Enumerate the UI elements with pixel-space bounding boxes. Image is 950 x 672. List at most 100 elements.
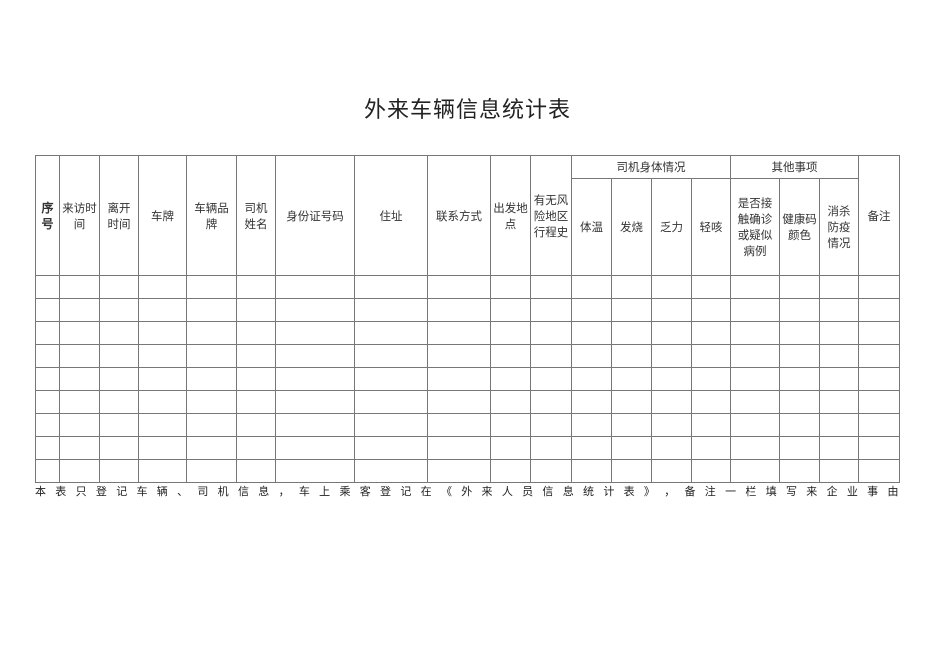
table-cell[interactable]: [819, 459, 859, 483]
table-cell[interactable]: [59, 413, 100, 437]
table-cell[interactable]: [691, 275, 731, 299]
table-cell[interactable]: [99, 367, 139, 391]
table-cell[interactable]: [819, 321, 859, 345]
table-cell[interactable]: [59, 321, 100, 345]
table-cell[interactable]: [490, 367, 531, 391]
table-cell[interactable]: [819, 436, 859, 460]
table-cell[interactable]: [236, 436, 276, 460]
table-cell[interactable]: [186, 344, 237, 368]
table-cell[interactable]: [490, 321, 531, 345]
table-cell[interactable]: [490, 436, 531, 460]
table-cell[interactable]: [138, 459, 187, 483]
table-cell[interactable]: [691, 367, 731, 391]
table-cell[interactable]: [354, 344, 428, 368]
table-cell[interactable]: [611, 413, 652, 437]
table-cell[interactable]: [858, 390, 900, 414]
table-cell[interactable]: [138, 344, 187, 368]
table-cell[interactable]: [354, 275, 428, 299]
table-cell[interactable]: [779, 390, 820, 414]
table-cell[interactable]: [35, 275, 60, 299]
table-cell[interactable]: [858, 367, 900, 391]
table-cell[interactable]: [186, 321, 237, 345]
table-cell[interactable]: [35, 459, 60, 483]
table-cell[interactable]: [35, 436, 60, 460]
table-cell[interactable]: [427, 459, 491, 483]
table-cell[interactable]: [530, 344, 572, 368]
table-cell[interactable]: [730, 436, 780, 460]
table-cell[interactable]: [99, 436, 139, 460]
table-cell[interactable]: [730, 459, 780, 483]
table-cell[interactable]: [611, 275, 652, 299]
table-cell[interactable]: [236, 298, 276, 322]
table-cell[interactable]: [138, 275, 187, 299]
table-cell[interactable]: [611, 459, 652, 483]
table-cell[interactable]: [858, 459, 900, 483]
table-cell[interactable]: [99, 298, 139, 322]
table-cell[interactable]: [651, 344, 692, 368]
table-cell[interactable]: [651, 390, 692, 414]
table-cell[interactable]: [59, 459, 100, 483]
table-cell[interactable]: [275, 436, 355, 460]
table-cell[interactable]: [275, 367, 355, 391]
table-cell[interactable]: [99, 390, 139, 414]
table-cell[interactable]: [691, 298, 731, 322]
table-cell[interactable]: [691, 459, 731, 483]
table-cell[interactable]: [99, 321, 139, 345]
table-cell[interactable]: [858, 344, 900, 368]
table-cell[interactable]: [427, 344, 491, 368]
table-cell[interactable]: [427, 321, 491, 345]
table-cell[interactable]: [779, 436, 820, 460]
table-cell[interactable]: [35, 298, 60, 322]
table-cell[interactable]: [354, 436, 428, 460]
table-cell[interactable]: [275, 298, 355, 322]
table-cell[interactable]: [779, 344, 820, 368]
table-cell[interactable]: [779, 298, 820, 322]
table-cell[interactable]: [490, 459, 531, 483]
table-cell[interactable]: [59, 298, 100, 322]
table-cell[interactable]: [186, 298, 237, 322]
table-cell[interactable]: [530, 390, 572, 414]
table-cell[interactable]: [730, 413, 780, 437]
table-cell[interactable]: [186, 367, 237, 391]
table-cell[interactable]: [236, 344, 276, 368]
table-cell[interactable]: [427, 436, 491, 460]
table-cell[interactable]: [427, 413, 491, 437]
table-cell[interactable]: [651, 367, 692, 391]
table-cell[interactable]: [730, 275, 780, 299]
table-cell[interactable]: [611, 390, 652, 414]
table-cell[interactable]: [490, 275, 531, 299]
table-cell[interactable]: [35, 321, 60, 345]
table-cell[interactable]: [354, 321, 428, 345]
table-cell[interactable]: [186, 275, 237, 299]
table-cell[interactable]: [35, 367, 60, 391]
table-cell[interactable]: [611, 436, 652, 460]
table-cell[interactable]: [35, 344, 60, 368]
table-cell[interactable]: [571, 275, 612, 299]
table-cell[interactable]: [427, 298, 491, 322]
table-cell[interactable]: [138, 413, 187, 437]
table-cell[interactable]: [571, 413, 612, 437]
table-cell[interactable]: [611, 298, 652, 322]
table-cell[interactable]: [651, 436, 692, 460]
table-cell[interactable]: [354, 413, 428, 437]
table-cell[interactable]: [571, 390, 612, 414]
table-cell[interactable]: [427, 390, 491, 414]
table-cell[interactable]: [186, 459, 237, 483]
table-cell[interactable]: [779, 367, 820, 391]
table-cell[interactable]: [530, 436, 572, 460]
table-cell[interactable]: [35, 413, 60, 437]
table-cell[interactable]: [530, 321, 572, 345]
table-cell[interactable]: [819, 275, 859, 299]
table-cell[interactable]: [275, 275, 355, 299]
table-cell[interactable]: [651, 459, 692, 483]
table-cell[interactable]: [611, 367, 652, 391]
table-cell[interactable]: [138, 298, 187, 322]
table-cell[interactable]: [730, 344, 780, 368]
table-cell[interactable]: [427, 275, 491, 299]
table-cell[interactable]: [651, 298, 692, 322]
table-cell[interactable]: [236, 275, 276, 299]
table-cell[interactable]: [236, 321, 276, 345]
table-cell[interactable]: [138, 436, 187, 460]
table-cell[interactable]: [354, 390, 428, 414]
table-cell[interactable]: [858, 275, 900, 299]
